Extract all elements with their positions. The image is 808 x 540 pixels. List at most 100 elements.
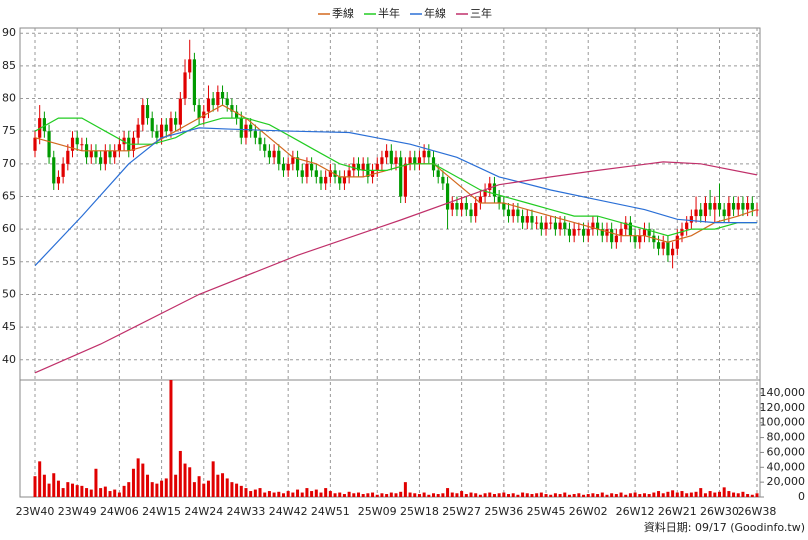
candle-body <box>638 235 642 243</box>
candle-body <box>614 235 618 243</box>
volume-bar <box>99 488 103 497</box>
volume-bar <box>188 467 192 497</box>
y-tick-label: 55 <box>2 255 16 268</box>
volume-bar <box>42 474 46 497</box>
candle-body <box>206 98 211 112</box>
volume-bar <box>713 492 717 497</box>
candle-body <box>445 183 450 210</box>
candle-body <box>159 124 164 138</box>
volume-bar <box>572 494 576 497</box>
candle-body <box>361 163 365 171</box>
volume-bar <box>619 492 623 497</box>
candle-body <box>178 98 182 125</box>
candle-body <box>305 163 309 177</box>
candle-body <box>267 150 272 158</box>
volume-bar <box>502 492 506 497</box>
candle-body <box>492 183 497 197</box>
candle-body <box>328 170 332 177</box>
volume-bar <box>235 483 239 497</box>
candle-body <box>675 235 679 249</box>
volume-bar <box>558 494 562 497</box>
volume-bar <box>385 494 389 497</box>
x-tick-label: 24W42 <box>269 505 308 518</box>
candle-body <box>478 196 482 204</box>
x-tick-label: 25W09 <box>358 505 397 518</box>
legend-label: 季線 <box>332 6 354 20</box>
candle-body <box>511 209 515 217</box>
x-tick-label: 26W38 <box>738 505 777 518</box>
candle-body <box>544 222 548 230</box>
candle-body <box>403 163 407 197</box>
candle-body <box>708 203 712 210</box>
volume-bar <box>80 485 84 497</box>
legend-label: 三年 <box>470 6 492 20</box>
volume-bar <box>464 494 468 497</box>
legend-label: 半年 <box>378 6 400 20</box>
candle-body <box>567 229 572 236</box>
volume-bar <box>380 493 384 497</box>
candle-body <box>99 157 103 164</box>
volume-bar <box>717 491 721 497</box>
volume-bar <box>605 494 609 497</box>
x-tick-label: 26W21 <box>658 505 697 518</box>
volume-tick-label: 40,000 <box>767 460 806 473</box>
candle-body <box>563 222 567 230</box>
candle-body <box>722 209 726 217</box>
volume-bar <box>117 492 121 497</box>
volume-bar <box>689 492 693 497</box>
x-tick-label: 24W06 <box>100 505 139 518</box>
volume-bar <box>671 490 675 497</box>
volume-bar <box>596 494 600 497</box>
x-tick-label: 24W24 <box>184 505 223 518</box>
candle-body <box>356 163 361 171</box>
volume-bar <box>394 493 398 497</box>
volume-bar <box>436 494 440 497</box>
candle-body <box>483 189 487 197</box>
volume-bar <box>249 491 253 497</box>
candle-body <box>661 242 665 249</box>
candle-body <box>628 222 633 236</box>
candle-body <box>347 170 351 177</box>
volume-bar <box>352 493 356 497</box>
candle-body <box>61 163 65 177</box>
volume-bar <box>33 476 37 497</box>
footer: 資料日期: 09/17 (Goodinfo.tw) <box>644 520 805 534</box>
volume-bar <box>244 488 248 497</box>
ma-line <box>34 117 757 237</box>
volume-bar <box>624 494 628 497</box>
candle-body <box>249 124 253 132</box>
candle-body <box>52 157 56 184</box>
candle-body <box>286 163 290 171</box>
volume-bar <box>741 491 745 497</box>
y-tick-label: 90 <box>2 26 16 39</box>
volume-bar <box>131 468 135 497</box>
candle-body <box>145 105 150 119</box>
volume-bar <box>708 491 712 497</box>
volume-bar <box>47 483 51 497</box>
candle-body <box>113 150 117 158</box>
volume-bar <box>582 494 586 497</box>
volume-bar <box>103 486 107 497</box>
candle-body <box>136 124 140 138</box>
candle-body <box>535 222 539 224</box>
volume-bar <box>633 492 637 497</box>
x-tick-label: 24W33 <box>227 505 266 518</box>
candle-body <box>713 203 717 210</box>
volume-bar <box>75 485 79 497</box>
volume-bar <box>38 461 42 497</box>
candle-body <box>436 170 440 177</box>
volume-bar <box>52 473 56 497</box>
volume-bar <box>450 492 454 497</box>
volume-bar <box>699 488 703 497</box>
volume-bar <box>174 474 178 497</box>
x-tick-label: 24W15 <box>142 505 181 518</box>
volume-bar <box>356 492 360 497</box>
volume-bar <box>267 491 271 497</box>
ma-line <box>34 161 758 374</box>
volume-bar <box>652 492 656 497</box>
volume-bar <box>258 488 262 497</box>
volume-bar <box>164 478 168 497</box>
volume-tick-label: 120,000 <box>760 401 806 414</box>
volume-bar <box>338 492 342 497</box>
candle-body <box>338 176 342 184</box>
